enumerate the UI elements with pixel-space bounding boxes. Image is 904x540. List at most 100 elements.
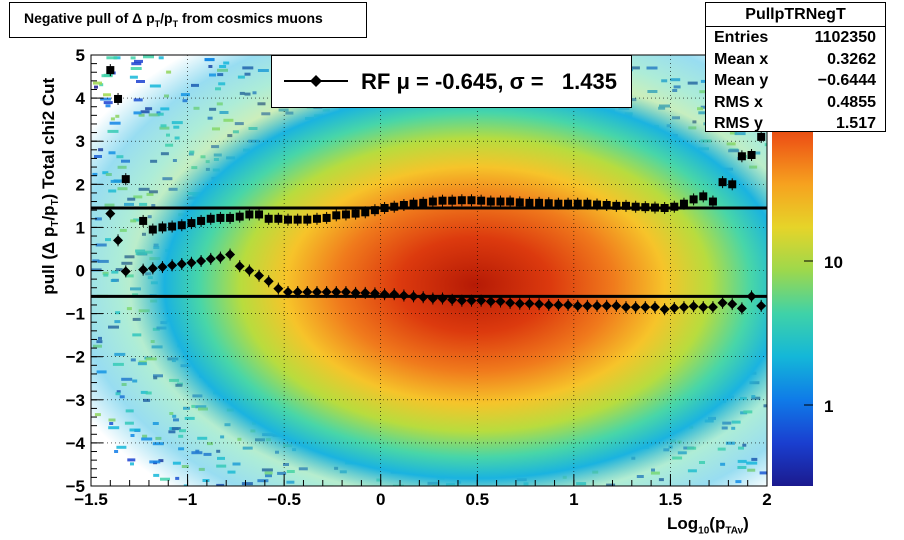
chart-title: Negative pull of Δ pT/pT from cosmics mu…	[9, 2, 367, 38]
square-point	[106, 66, 115, 75]
bin	[103, 101, 113, 105]
square-point	[121, 175, 130, 184]
diamond-point	[649, 302, 660, 313]
diamond-point	[205, 253, 216, 264]
bin	[93, 81, 102, 85]
stats-title: PullpTRNegT	[706, 3, 885, 27]
y-tick-label: −1	[66, 305, 85, 324]
square-point	[399, 200, 408, 209]
square-point	[747, 150, 756, 159]
diamond-point	[186, 257, 197, 268]
bin	[136, 80, 145, 83]
diamond-point	[707, 302, 718, 313]
grid	[91, 55, 767, 486]
diamond-point	[727, 299, 738, 310]
bin	[130, 56, 136, 60]
diamond-point	[678, 302, 689, 313]
y-tick-label: 3	[76, 132, 85, 151]
square-point	[602, 200, 611, 209]
x-tick-label: −0.5	[267, 490, 301, 509]
diamond-point	[736, 303, 747, 314]
square-point	[409, 199, 418, 208]
square-point	[564, 199, 573, 208]
stats-row-rms-y: RMS y 1.517	[714, 115, 876, 132]
bin	[130, 67, 142, 70]
diamond-point	[215, 252, 226, 263]
square-point	[187, 219, 196, 228]
diamond-point	[553, 299, 564, 310]
legend-label: RF μ = -0.645, σ = 1.435	[361, 69, 617, 94]
square-point	[322, 213, 331, 222]
square-point	[312, 214, 321, 223]
square-point	[650, 203, 659, 212]
bin	[134, 59, 143, 63]
diamond-point	[688, 301, 699, 312]
diamond-point	[331, 287, 342, 298]
stats-row-mean-x: Mean x 0.3262	[714, 50, 876, 68]
diamond-point	[592, 300, 603, 311]
bin	[106, 56, 118, 60]
square-point	[255, 210, 264, 219]
diamond-point	[321, 287, 332, 298]
diamond-point	[273, 283, 284, 294]
diamond-point	[466, 295, 477, 306]
square-point	[226, 213, 235, 222]
square-point	[448, 196, 457, 205]
diamond-point	[408, 291, 419, 302]
diamond-point	[263, 276, 274, 287]
diamond-point	[447, 294, 458, 305]
diamond-point	[379, 289, 390, 300]
stats-row-mean-y: Mean y −0.6444	[714, 72, 876, 89]
diamond-point	[113, 235, 124, 246]
diamond-point	[418, 292, 429, 303]
square-point	[477, 196, 486, 205]
diamond-point	[340, 287, 351, 298]
x-tick-label: 2	[762, 490, 771, 509]
y-tick-label: −5	[66, 477, 85, 496]
diamond-point	[582, 300, 593, 311]
diamond-point	[505, 297, 516, 308]
square-point	[583, 199, 592, 208]
diamond-point	[427, 293, 438, 304]
diamond-point	[524, 298, 535, 309]
square-point	[168, 222, 177, 231]
square-point	[699, 192, 708, 201]
square-point	[390, 202, 399, 211]
diamond-point	[167, 260, 178, 271]
y-tick-label: 2	[76, 175, 85, 194]
y-axis-title: pull (Δ pT/pT) Total chi2 Cut	[38, 77, 62, 295]
legend-marker	[284, 75, 348, 87]
x-tick-label: 0	[376, 490, 385, 509]
square-point	[689, 195, 698, 204]
bin	[114, 450, 119, 453]
square-point	[139, 216, 148, 225]
diamond-point	[176, 259, 187, 270]
square-point	[622, 201, 631, 210]
diamond-point	[389, 289, 400, 300]
square-point	[679, 199, 688, 208]
y-tick-label: −4	[66, 434, 86, 453]
x-tick-label: 1	[569, 490, 578, 509]
diamond-point	[621, 302, 632, 313]
square-point	[525, 198, 534, 207]
square-point	[544, 199, 553, 208]
diamond-point	[369, 288, 380, 299]
square-point	[428, 197, 437, 206]
square-point	[612, 201, 621, 210]
square-point	[370, 206, 379, 215]
diamond-point	[563, 299, 574, 310]
square-point	[274, 214, 283, 223]
diamond-point	[746, 291, 757, 302]
square-point	[660, 204, 669, 213]
bin	[105, 104, 111, 108]
x-tick-label: −1	[178, 490, 197, 509]
square-point	[235, 212, 244, 221]
diamond-point	[456, 295, 467, 306]
square-point	[158, 223, 167, 232]
square-point	[535, 198, 544, 207]
diamond-point	[225, 249, 236, 260]
square-point	[670, 202, 679, 211]
square-point	[245, 210, 254, 219]
square-point	[341, 210, 350, 219]
square-point	[737, 152, 746, 161]
